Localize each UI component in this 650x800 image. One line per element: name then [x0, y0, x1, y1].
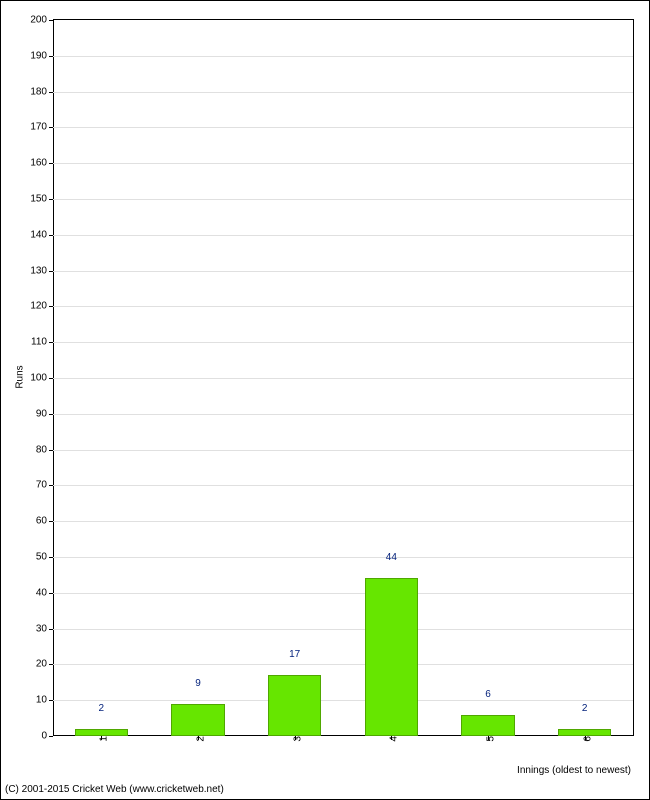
- y-tick-label: 70: [36, 480, 53, 491]
- y-tick-label: 100: [30, 373, 53, 384]
- chart-container: 0 10 20 30 40 50 60 70 80 90 100 110 120 130 140 150 160…: [0, 0, 650, 800]
- x-tick-label: 4: [377, 736, 400, 742]
- y-tick-label: 170: [30, 122, 53, 133]
- x-tick-label: 6: [570, 736, 593, 742]
- y-tick-label: 150: [30, 194, 53, 205]
- plot-area: 0102030405060708090100110120130140150160…: [53, 19, 634, 736]
- y-tick-label: 90: [36, 408, 53, 419]
- bar-value-label: 17: [289, 649, 300, 662]
- y-tick-label: 50: [36, 552, 53, 563]
- bar-value-label: 2: [99, 703, 105, 716]
- y-axis-title: Runs: [15, 365, 26, 388]
- y-tick-label: 10: [36, 695, 53, 706]
- y-tick-label: 200: [30, 15, 53, 26]
- y-tick-label: 0: [41, 731, 53, 742]
- y-tick-label: 80: [36, 444, 53, 455]
- y-tick-label: 180: [30, 86, 53, 97]
- bar-value-label: 2: [582, 703, 588, 716]
- x-axis-title: Innings (oldest to newest): [517, 765, 631, 776]
- copyright-text: (C) 2001-2015 Cricket Web (www.cricketwe…: [5, 784, 224, 795]
- y-tick-label: 120: [30, 301, 53, 312]
- y-tick-label: 140: [30, 229, 53, 240]
- bar-value-label: 9: [195, 678, 201, 691]
- y-tick-label: 110: [31, 337, 53, 348]
- bar: [461, 715, 514, 736]
- y-tick-label: 30: [36, 623, 53, 634]
- bar: [365, 578, 418, 736]
- x-tick-label: 3: [280, 736, 303, 742]
- y-tick-label: 20: [36, 659, 53, 670]
- y-tick-label: 130: [30, 265, 53, 276]
- y-tick-label: 190: [30, 50, 53, 61]
- x-tick-label: 1: [87, 736, 110, 742]
- x-tick-label: 5: [474, 736, 497, 742]
- y-tick-label: 160: [30, 158, 53, 169]
- bar-value-label: 6: [485, 689, 491, 702]
- bar-value-label: 44: [386, 552, 397, 565]
- x-tick-label: 2: [184, 736, 207, 742]
- y-tick-label: 60: [36, 516, 53, 527]
- y-tick-label: 40: [36, 587, 53, 598]
- bar: [268, 675, 321, 736]
- bar: [171, 704, 224, 736]
